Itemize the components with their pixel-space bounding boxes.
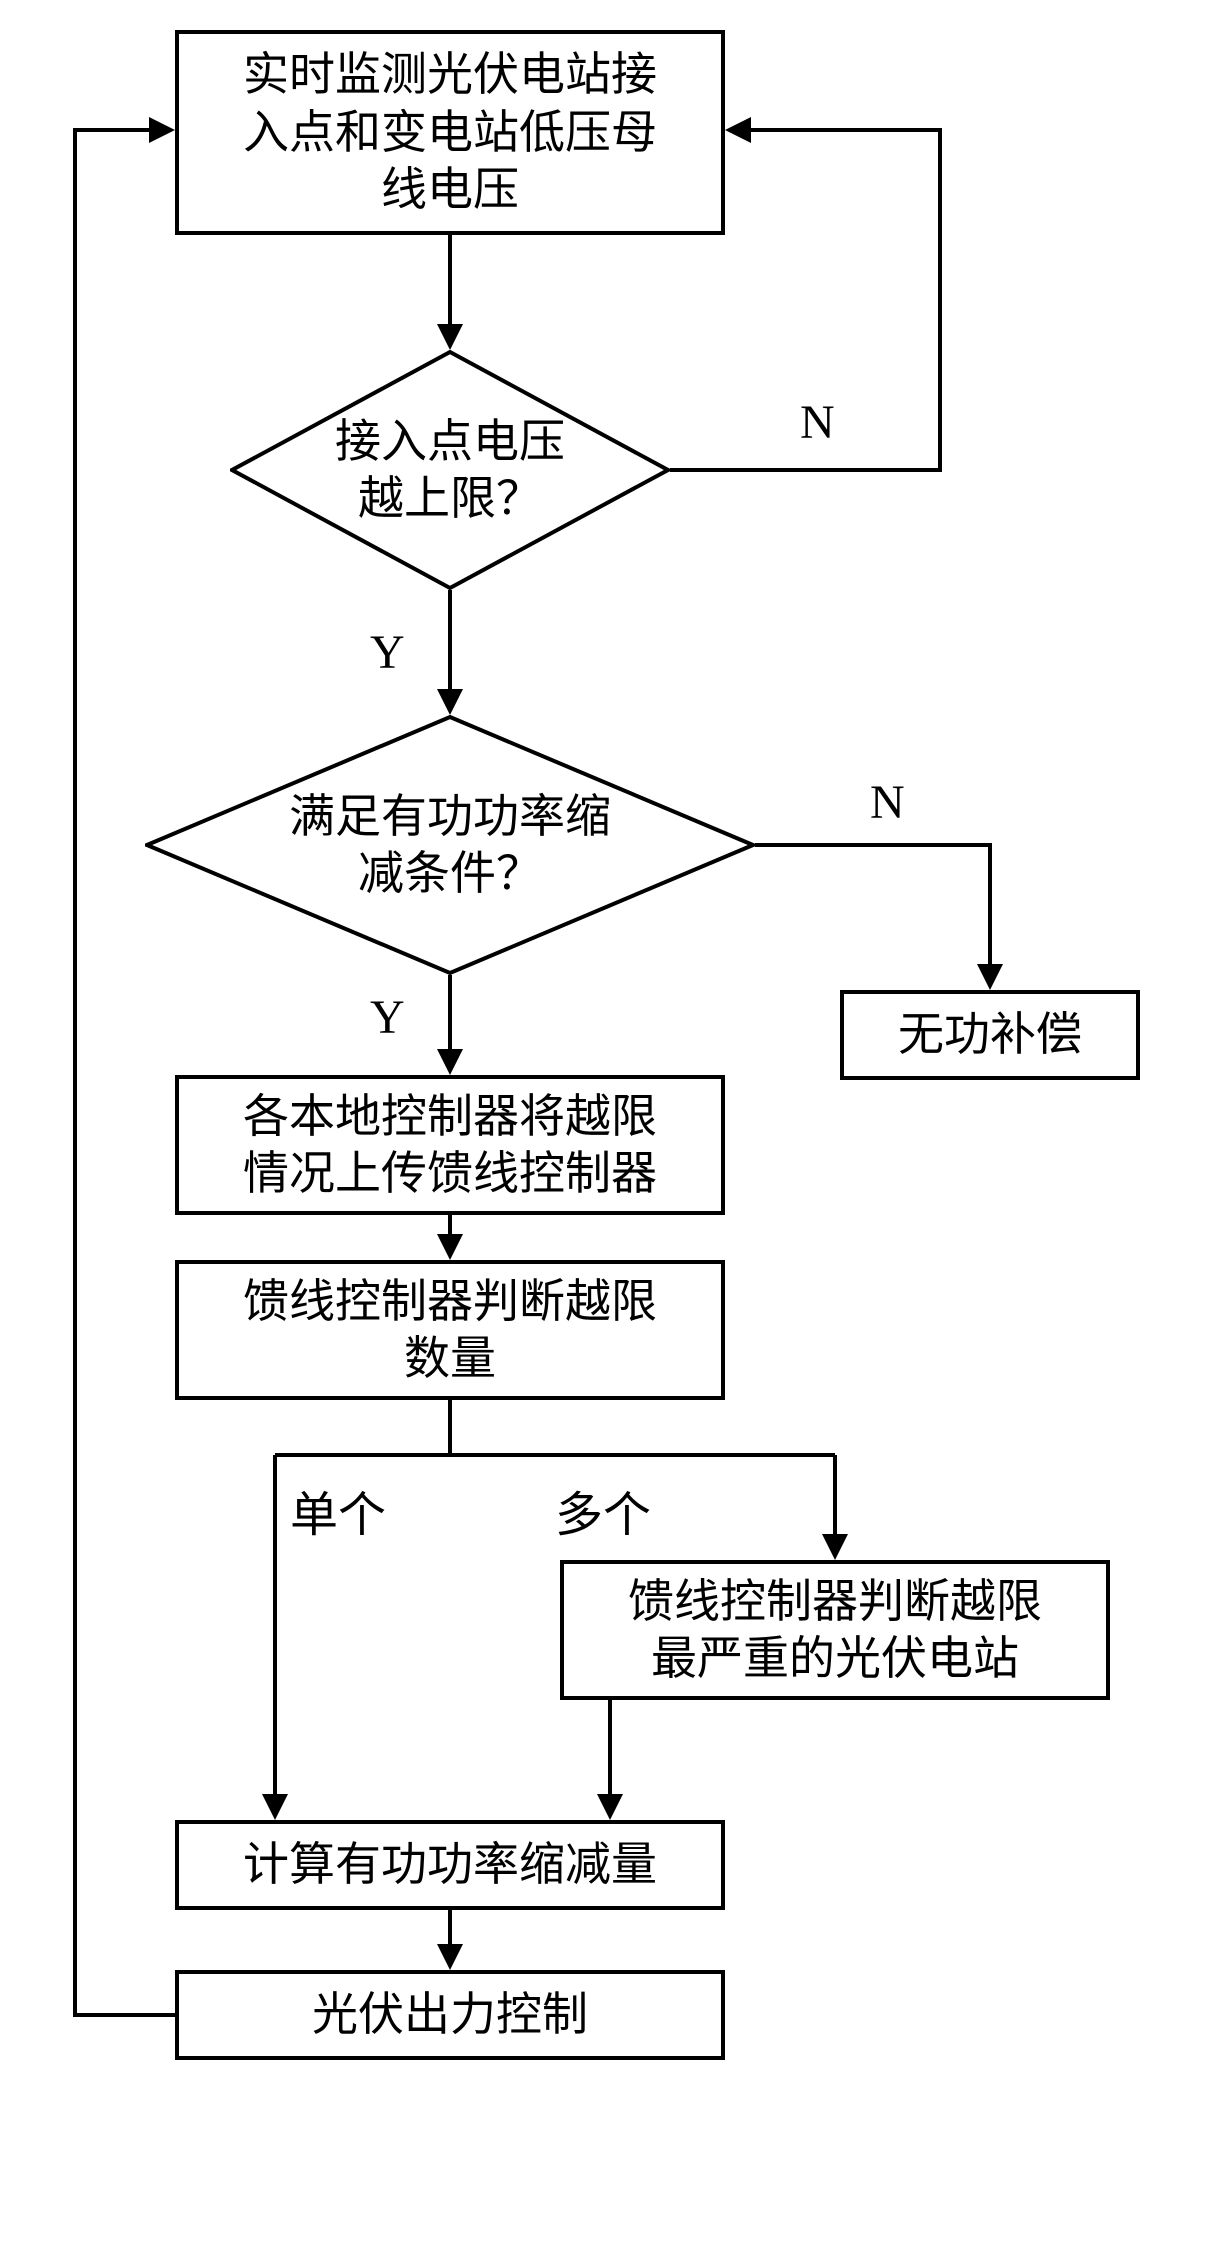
node-d1: 接入点电压越上限？ — [230, 350, 670, 590]
edge-e4-arrow — [977, 964, 1003, 990]
node-n1: 实时监测光伏电站接入点和变电站低压母线电压 — [175, 30, 725, 235]
edge-e5-label: Y — [370, 990, 405, 1045]
node-n1-label: 实时监测光伏电站接入点和变电站低压母线电压 — [243, 46, 657, 219]
node-n5: 计算有功功率缩减量 — [175, 1820, 725, 1910]
node-d2-label: 满足有功功率缩减条件？ — [145, 715, 755, 975]
edge-e8-label: 单个 — [290, 1475, 386, 1545]
edge-e9-label: 多个 — [555, 1475, 651, 1545]
edge-e6-arrow — [437, 1234, 463, 1260]
edge-e1-arrow — [437, 324, 463, 350]
edge-e9-arrow — [822, 1534, 848, 1560]
edge-e8-arrow — [262, 1794, 288, 1820]
edge-e5-arrow — [437, 1049, 463, 1075]
edge-e4-label: N — [870, 775, 905, 830]
node-d2: 满足有功功率缩减条件？ — [145, 715, 755, 975]
edge-e3-arrow — [437, 689, 463, 715]
edge-e2-label: N — [800, 395, 835, 450]
node-n5-label: 计算有功功率缩减量 — [243, 1836, 657, 1894]
flowchart-canvas: 实时监测光伏电站接入点和变电站低压母线电压接入点电压越上限？ 满足有功功率缩减条件… — [0, 0, 1230, 2243]
edge-e12-arrow — [149, 117, 175, 143]
node-n2: 各本地控制器将越限情况上传馈线控制器 — [175, 1075, 725, 1215]
edge-e10-arrow — [597, 1794, 623, 1820]
node-n7-label: 无功补偿 — [898, 1006, 1082, 1064]
node-n6-label: 光伏出力控制 — [312, 1986, 588, 2044]
edge-e11-arrow — [437, 1944, 463, 1970]
node-n7: 无功补偿 — [840, 990, 1140, 1080]
node-n2-label: 各本地控制器将越限情况上传馈线控制器 — [243, 1088, 657, 1203]
edge-e4 — [755, 845, 990, 974]
node-d1-label: 接入点电压越上限？ — [230, 350, 670, 590]
edge-e3-label: Y — [370, 625, 405, 680]
node-n3-label: 馈线控制器判断越限数量 — [243, 1273, 657, 1388]
node-n4-label: 馈线控制器判断越限最严重的光伏电站 — [628, 1573, 1042, 1688]
node-n3: 馈线控制器判断越限数量 — [175, 1260, 725, 1400]
node-n6: 光伏出力控制 — [175, 1970, 725, 2060]
edge-e2-arrow — [725, 117, 751, 143]
node-n4: 馈线控制器判断越限最严重的光伏电站 — [560, 1560, 1110, 1700]
edge-e12 — [75, 130, 175, 2015]
